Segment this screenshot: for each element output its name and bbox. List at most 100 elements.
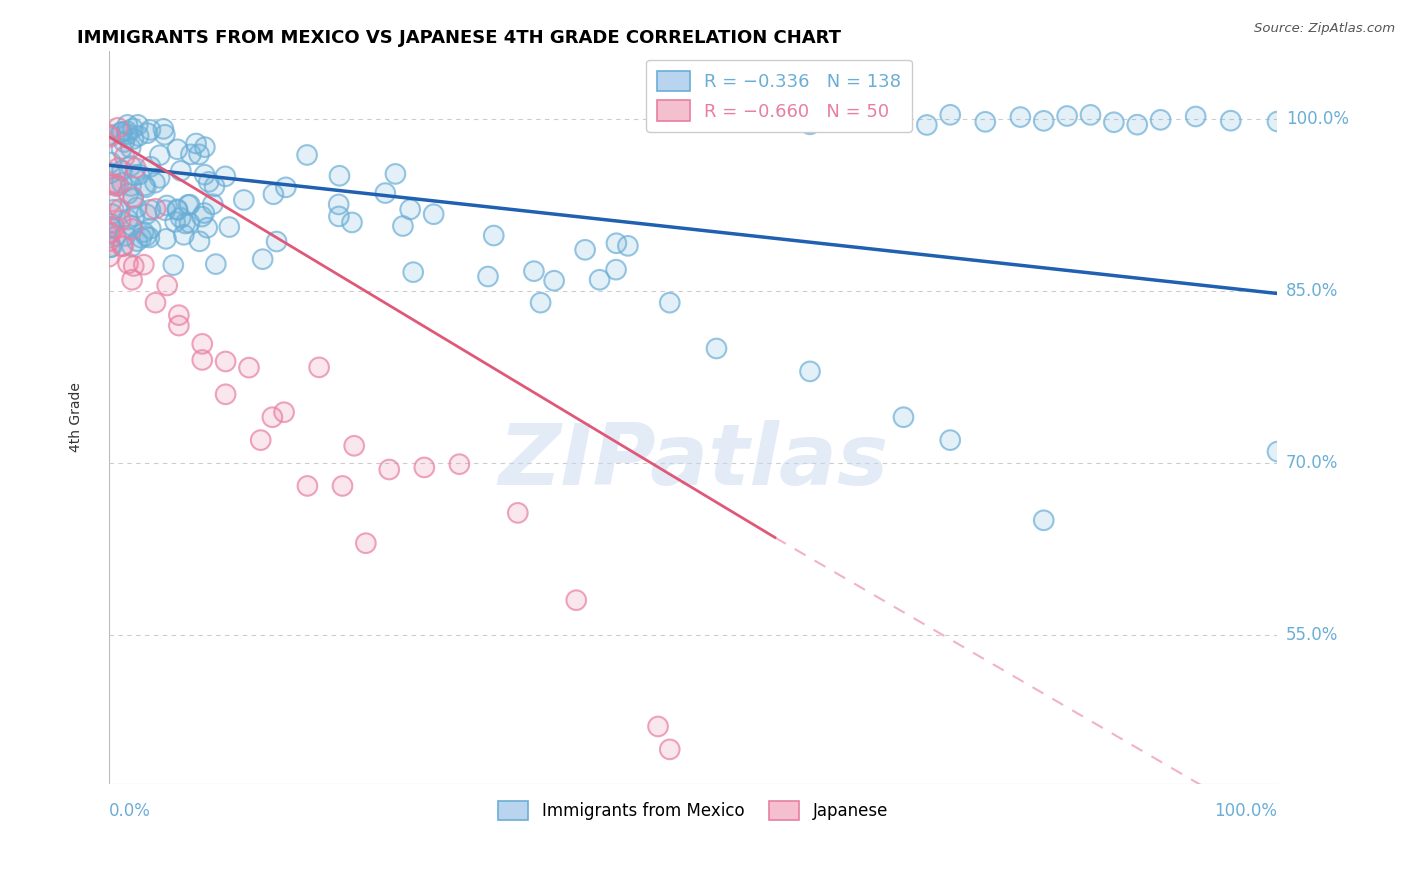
Point — [1267, 114, 1289, 128]
Point — [117, 118, 139, 132]
Point — [1102, 115, 1125, 129]
Point — [100, 240, 122, 254]
Point — [188, 235, 211, 249]
Point — [128, 168, 150, 182]
Point — [523, 264, 546, 278]
Point — [100, 226, 122, 240]
Point — [107, 161, 129, 176]
Point — [103, 202, 125, 217]
Point — [1184, 110, 1206, 124]
Point — [143, 176, 166, 190]
Point — [799, 364, 821, 378]
Point — [574, 243, 596, 257]
Point — [162, 258, 184, 272]
Point — [605, 236, 627, 251]
Point — [107, 161, 129, 176]
Point — [194, 140, 217, 154]
Point — [111, 239, 134, 253]
Point — [139, 221, 162, 235]
Point — [179, 216, 201, 230]
Point — [354, 536, 377, 550]
Point — [343, 439, 366, 453]
Point — [1149, 112, 1171, 127]
Point — [295, 148, 318, 162]
Point — [127, 234, 149, 248]
Point — [136, 126, 159, 140]
Point — [98, 226, 121, 240]
Point — [107, 120, 129, 135]
Point — [845, 111, 868, 125]
Point — [169, 211, 191, 225]
Point — [112, 135, 135, 149]
Point — [117, 212, 139, 227]
Point — [120, 159, 142, 173]
Point — [328, 169, 350, 183]
Point — [129, 231, 152, 245]
Point — [132, 225, 155, 239]
Point — [135, 180, 157, 194]
Point — [100, 240, 122, 254]
Point — [166, 202, 188, 217]
Point — [1102, 115, 1125, 129]
Point — [155, 232, 177, 246]
Point — [174, 217, 197, 231]
Point — [122, 259, 145, 273]
Point — [135, 229, 157, 244]
Point — [98, 217, 121, 231]
Point — [149, 148, 172, 162]
Point — [249, 433, 271, 447]
Point — [328, 197, 350, 211]
Point — [449, 457, 471, 471]
Point — [98, 130, 121, 145]
Point — [152, 121, 174, 136]
Point — [132, 258, 155, 272]
Point — [110, 142, 132, 156]
Point — [110, 142, 132, 156]
Point — [121, 273, 143, 287]
Point — [100, 226, 122, 240]
Point — [120, 141, 142, 155]
Point — [238, 360, 260, 375]
Point — [98, 234, 121, 248]
Point — [184, 136, 207, 151]
Point — [125, 201, 148, 215]
Point — [543, 274, 565, 288]
Point — [1010, 110, 1032, 124]
Point — [297, 479, 319, 493]
Point — [384, 167, 406, 181]
Point — [238, 360, 260, 375]
Point — [120, 141, 142, 155]
Point — [706, 342, 728, 356]
Point — [565, 593, 588, 607]
Point — [104, 177, 127, 191]
Point — [100, 155, 122, 169]
Point — [122, 132, 145, 146]
Point — [100, 178, 122, 192]
Point — [869, 112, 891, 126]
Point — [374, 186, 396, 200]
Point — [193, 206, 215, 220]
Point — [100, 155, 122, 169]
Point — [155, 203, 177, 218]
Point — [205, 257, 228, 271]
Text: ZIPatlas: ZIPatlas — [498, 420, 889, 503]
Point — [214, 169, 236, 184]
Point — [1184, 110, 1206, 124]
Point — [111, 239, 134, 253]
Point — [1056, 109, 1078, 123]
Point — [166, 142, 188, 156]
Point — [1126, 118, 1149, 132]
Point — [1080, 108, 1102, 122]
Point — [132, 258, 155, 272]
Point — [108, 202, 131, 217]
Point — [112, 239, 135, 253]
Point — [413, 460, 436, 475]
Text: 100.0%: 100.0% — [1215, 802, 1278, 820]
Point — [98, 226, 121, 240]
Point — [295, 148, 318, 162]
Point — [104, 179, 127, 194]
Point — [201, 197, 224, 211]
Point — [706, 112, 728, 127]
Point — [107, 178, 129, 193]
Point — [134, 178, 156, 193]
